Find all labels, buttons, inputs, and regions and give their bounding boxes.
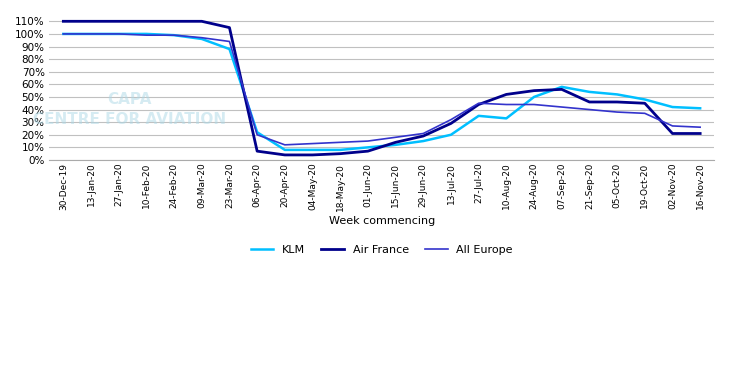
All Europe [253, 132, 262, 137]
X-axis label: Week commencing: Week commencing [329, 216, 435, 226]
All Europe [585, 107, 594, 112]
KLM [612, 92, 621, 97]
KLM [364, 145, 373, 150]
Air France [336, 151, 345, 156]
All Europe [336, 140, 345, 145]
KLM [695, 106, 704, 111]
KLM [558, 84, 566, 89]
All Europe [308, 141, 317, 146]
Air France [447, 121, 456, 126]
Air France [419, 134, 428, 138]
KLM [198, 36, 206, 41]
KLM [585, 89, 594, 94]
KLM [419, 139, 428, 143]
All Europe [558, 105, 566, 109]
All Europe [364, 139, 373, 143]
Text: CAPA
CENTRE FOR AVIATION: CAPA CENTRE FOR AVIATION [33, 92, 226, 127]
Line: All Europe: All Europe [63, 34, 700, 145]
All Europe [391, 135, 400, 139]
KLM [225, 47, 234, 51]
All Europe [198, 35, 206, 40]
KLM [253, 130, 262, 134]
KLM [87, 31, 95, 36]
KLM [391, 142, 400, 147]
Air France [668, 131, 677, 136]
All Europe [530, 102, 539, 107]
All Europe [502, 102, 511, 107]
Air France [695, 131, 704, 136]
Line: KLM: KLM [63, 34, 700, 150]
KLM [447, 132, 456, 137]
Air France [114, 19, 123, 23]
KLM [59, 31, 68, 36]
Air France [558, 87, 566, 92]
Air France [585, 100, 594, 104]
KLM [281, 147, 289, 152]
Legend: KLM, Air France, All Europe: KLM, Air France, All Europe [246, 241, 518, 260]
KLM [142, 31, 151, 36]
Line: Air France: Air France [63, 21, 700, 155]
All Europe [225, 39, 234, 44]
KLM [640, 97, 649, 102]
All Europe [695, 125, 704, 129]
Air France [59, 19, 68, 23]
Air France [170, 19, 179, 23]
KLM [308, 147, 317, 152]
Air France [640, 101, 649, 106]
Air France [475, 102, 483, 107]
KLM [114, 31, 123, 36]
All Europe [612, 110, 621, 114]
KLM [502, 116, 511, 121]
All Europe [640, 111, 649, 116]
KLM [530, 94, 539, 99]
Air France [198, 19, 206, 23]
Air France [225, 25, 234, 30]
Air France [391, 140, 400, 145]
KLM [475, 114, 483, 118]
KLM [170, 33, 179, 38]
All Europe [281, 142, 289, 147]
All Europe [114, 31, 123, 36]
Air France [502, 92, 511, 97]
Air France [142, 19, 151, 23]
Air France [87, 19, 95, 23]
KLM [336, 147, 345, 152]
All Europe [170, 33, 179, 38]
Air France [281, 152, 289, 157]
All Europe [447, 118, 456, 122]
Air France [308, 152, 317, 157]
All Europe [475, 101, 483, 106]
Air France [364, 149, 373, 154]
All Europe [87, 31, 95, 36]
Air France [253, 149, 262, 154]
All Europe [59, 31, 68, 36]
Air France [530, 88, 539, 93]
All Europe [419, 131, 428, 136]
Air France [612, 100, 621, 104]
All Europe [668, 124, 677, 128]
KLM [668, 105, 677, 109]
All Europe [142, 33, 151, 38]
